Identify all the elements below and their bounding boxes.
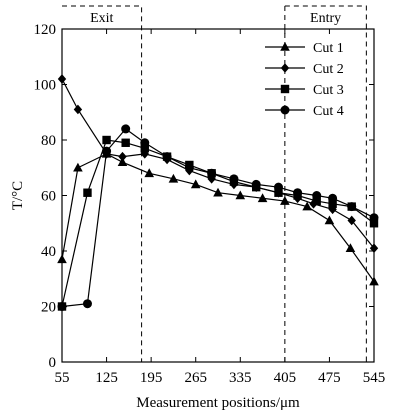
data-point [83, 188, 92, 197]
data-point [347, 202, 357, 212]
data-point [121, 138, 130, 147]
y-tick-label: 20 [41, 300, 56, 316]
annotation-box-exit [62, 5, 143, 362]
data-point [102, 146, 112, 156]
data-point [162, 152, 172, 162]
legend-label: Cut 4 [313, 104, 344, 119]
y-tick-label: 120 [34, 22, 57, 38]
data-point [302, 201, 312, 211]
data-point [140, 149, 149, 159]
y-axis-title: T/°C [10, 181, 26, 210]
x-tick-label: 195 [140, 370, 163, 386]
x-axis-title: Measurement positions/μm [136, 395, 300, 411]
data-point [117, 157, 128, 166]
y-tick-label: 80 [41, 133, 56, 149]
x-tick-label: 545 [363, 370, 386, 386]
data-point [347, 215, 356, 226]
legend-item: Cut 4 [265, 104, 344, 119]
series-layer [57, 74, 379, 311]
data-point [369, 213, 379, 223]
data-point [118, 151, 127, 162]
annotation-label: Entry [310, 11, 341, 26]
legend-label: Cut 3 [313, 83, 344, 98]
data-point [328, 193, 338, 203]
axes: 55 125 195 265 335 405 475 545 0 20 40 60 80 100 120 [34, 22, 386, 386]
data-point [274, 188, 283, 197]
data-point [235, 190, 246, 200]
data-point [57, 302, 67, 311]
y-tick-label: 100 [34, 78, 57, 94]
x-tick-label: 125 [95, 370, 118, 386]
data-point [57, 74, 67, 84]
series-line [61, 139, 375, 307]
data-point [213, 187, 223, 197]
data-point [57, 254, 67, 264]
legend-marker [280, 105, 290, 115]
series-line [61, 78, 375, 249]
data-point [190, 179, 201, 189]
data-point [257, 193, 268, 203]
data-point [73, 162, 83, 172]
data-point [82, 299, 92, 309]
data-point [345, 243, 356, 253]
data-point [168, 173, 179, 183]
series-cut-1 [57, 148, 379, 286]
y-tick-label: 40 [41, 244, 56, 260]
annotation-layer: Exit Entry [62, 5, 367, 362]
data-point [140, 144, 149, 153]
y-tick-label: 0 [49, 355, 57, 371]
data-point [184, 163, 194, 173]
data-point [251, 179, 261, 189]
data-point [121, 124, 131, 134]
legend-label: Cut 1 [313, 41, 344, 56]
legend-marker [280, 42, 290, 51]
data-point [102, 135, 111, 145]
legend-item: Cut 2 [265, 62, 344, 77]
data-point [369, 219, 379, 228]
data-point [328, 199, 337, 209]
data-point [312, 196, 321, 206]
annotation-label: Exit [90, 11, 113, 26]
series-cut-2 [57, 74, 379, 254]
series-cut-4 [57, 124, 379, 311]
data-point [273, 182, 283, 192]
legend-item: Cut 1 [265, 41, 344, 56]
data-point [312, 191, 322, 200]
x-tick-label: 55 [55, 370, 70, 386]
data-point [140, 138, 150, 148]
data-point [324, 215, 335, 225]
legend-label: Cut 2 [313, 62, 344, 77]
series-line [61, 128, 375, 308]
x-tick-label: 405 [274, 370, 297, 386]
series-line [61, 153, 375, 282]
data-point [369, 243, 379, 254]
x-tick-label: 265 [184, 370, 207, 386]
x-tick-label: 475 [318, 370, 341, 386]
data-point [207, 168, 217, 178]
legend: Cut 1 Cut 2 Cut 3 Cut 4 [265, 41, 344, 119]
data-point [280, 196, 290, 205]
legend-item: Cut 3 [265, 83, 344, 98]
data-point [293, 188, 303, 198]
data-point [369, 276, 379, 286]
annotation-box-entry [284, 5, 367, 362]
data-point [229, 174, 239, 184]
data-point [144, 168, 155, 178]
legend-marker [280, 63, 290, 73]
y-tick-label: 60 [41, 189, 56, 205]
x-tick-label: 335 [229, 370, 252, 386]
data-point [73, 104, 83, 115]
legend-marker [280, 84, 290, 94]
